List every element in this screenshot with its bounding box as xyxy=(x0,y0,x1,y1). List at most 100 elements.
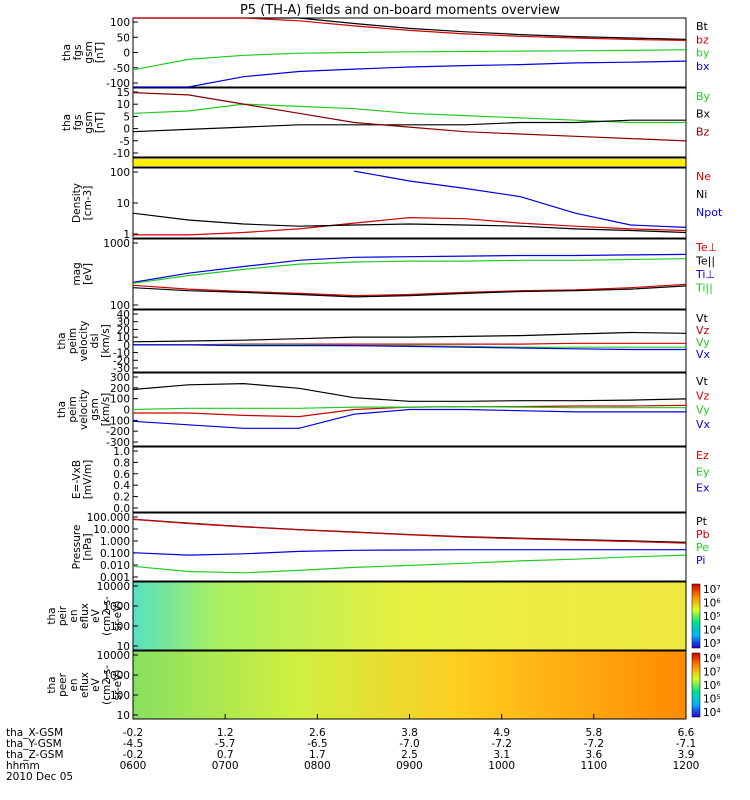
panel-2 xyxy=(132,157,687,168)
colorbar-label: 10⁷ xyxy=(703,667,721,679)
ylabel-line: [nT] xyxy=(94,112,106,133)
ytick-label: -30 xyxy=(113,363,130,375)
series-bz xyxy=(133,17,687,41)
series-Bz xyxy=(132,92,687,142)
ytick-label: 10 xyxy=(117,332,130,344)
ylabel-line: [cm-3] xyxy=(82,186,94,221)
ylabel-line: en xyxy=(68,678,80,691)
legend-Bz: Bz xyxy=(696,125,710,138)
legend-Te⊥: Te⊥ xyxy=(695,241,717,254)
ytick-label: 0.010 xyxy=(100,560,130,572)
legend-Pe: Pe xyxy=(696,541,709,554)
legend-Vz: Vz xyxy=(696,389,710,402)
series-Vt xyxy=(132,382,687,402)
panel-frame xyxy=(132,238,687,310)
ytick-label: 100 xyxy=(110,690,130,702)
ytick-label: -10 xyxy=(113,348,130,360)
ylabel-line: en xyxy=(68,609,80,622)
panel-frame xyxy=(132,87,687,158)
ytick-label: -5 xyxy=(120,136,130,148)
series-By xyxy=(132,103,686,124)
ylabel-line: [km/s] xyxy=(100,324,112,358)
ytick-label: -20 xyxy=(113,355,130,367)
xrow-value: 2.5 xyxy=(401,749,418,761)
ylabel-line: [nT] xyxy=(94,42,106,63)
series-Te⊥ xyxy=(132,283,687,297)
ytick-label: 200 xyxy=(110,383,130,395)
xrow-value: -7.0 xyxy=(399,738,420,750)
xrow-label: hhmm xyxy=(6,760,40,772)
colorbar-label: 10³ xyxy=(703,638,721,650)
ylabel-line: [eV] xyxy=(82,263,94,285)
ylabel-line: [mV/m] xyxy=(82,460,94,499)
ytick-label: 15 xyxy=(117,87,130,99)
legend-Ez: Ez xyxy=(696,449,709,462)
xrow-value: 1200 xyxy=(673,760,700,772)
legend-Pt: Pt xyxy=(696,515,708,528)
ytick-label: 0 xyxy=(123,340,130,352)
x-axis: tha_X-GSM -0.2 1.2 2.6 3.8 4.9 5.8 6.6 tha_Y-GSM… xyxy=(6,714,699,783)
xrow-value: 0700 xyxy=(212,760,239,772)
ytick-label: 300 xyxy=(110,372,130,384)
ytick-label: 0.6 xyxy=(113,469,130,481)
colorbar xyxy=(691,652,701,718)
ytick-label: 100 xyxy=(110,621,130,633)
series-Vt xyxy=(132,331,687,343)
series-bx xyxy=(133,60,687,88)
ytick-label: 10 xyxy=(117,198,130,210)
xrow-value: -7.2 xyxy=(491,738,512,750)
ytick-label: 10 xyxy=(117,710,130,722)
xrow-value: 0900 xyxy=(396,760,423,772)
ytick-label: 10 xyxy=(117,99,130,111)
ytick-label: 1000 xyxy=(103,238,130,250)
ylabel-line: (cm2-s- xyxy=(101,665,113,705)
colorbar-label: 10⁵ xyxy=(703,694,721,706)
ytick-label: 10000 xyxy=(97,581,130,593)
ylabel-line: eflux xyxy=(79,603,91,629)
ylabel-line: peir xyxy=(57,605,69,626)
xrow-value: -5.7 xyxy=(215,738,236,750)
xrow-value: -7.1 xyxy=(676,738,697,750)
series-by xyxy=(132,49,687,71)
series-Bt xyxy=(133,17,687,40)
series-Vy xyxy=(132,405,686,411)
ytick-label: 0.0 xyxy=(113,503,130,515)
xrow-value: -4.5 xyxy=(123,738,144,750)
colorbar-label: 10⁶ xyxy=(703,598,721,610)
legend-by: by xyxy=(696,47,710,60)
xrow-label: tha_X-GSM xyxy=(6,727,63,739)
legend-bz: bz xyxy=(696,33,709,46)
ylabel-line: tha xyxy=(61,114,73,131)
ytick-label: 1.0 xyxy=(113,446,130,458)
xrow-value: 3.1 xyxy=(493,749,510,761)
ytick-label: 10 xyxy=(117,641,130,653)
ylabel-line: tha xyxy=(46,676,58,693)
ylabel-line: [km/s] xyxy=(100,393,112,427)
series-Ti|| xyxy=(132,258,687,284)
ytick-label: -100 xyxy=(106,415,130,427)
ytick-label: 1000 xyxy=(103,670,130,682)
ylabel-line: E=-VxB xyxy=(71,460,83,499)
legend-Vt: Vt xyxy=(696,375,709,388)
ylabel-line: (cm2-s- xyxy=(101,596,113,636)
legend-Pb: Pb xyxy=(696,528,710,541)
panel-4: 1000 100 mag [eV] Te⊥Te||Ti⊥Ti|| xyxy=(71,238,717,312)
ylabel-line: Density xyxy=(71,183,83,223)
colorbar xyxy=(691,583,701,649)
ylabel-line: sr-eV) xyxy=(112,670,124,701)
colorbar-label: 10⁴ xyxy=(703,625,721,637)
xrow-value: 3.8 xyxy=(401,727,418,739)
ytick-label: 40 xyxy=(117,309,130,321)
ylabel-line: tha xyxy=(61,44,73,61)
xrow-value: 3.9 xyxy=(678,749,695,761)
xrow-value: 3.6 xyxy=(585,749,602,761)
ylabel-line: [nPa] xyxy=(82,533,94,560)
ytick-label: 100.000 xyxy=(87,512,130,524)
ytick-label: 1000 xyxy=(103,601,130,613)
xrow-value: -6.5 xyxy=(307,738,328,750)
series-Pt xyxy=(132,518,687,543)
